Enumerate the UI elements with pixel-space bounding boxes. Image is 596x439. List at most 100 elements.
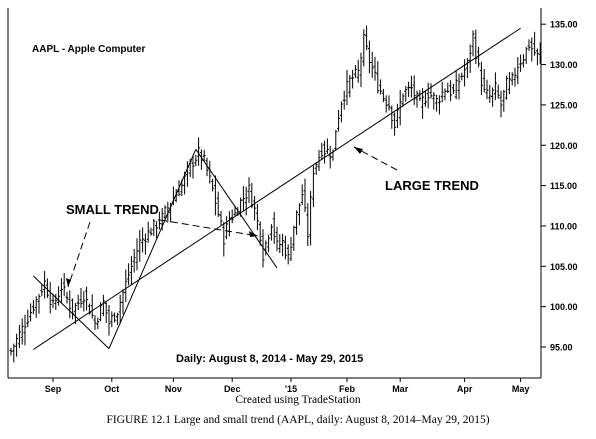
price-bar — [149, 227, 153, 236]
price-bar — [493, 72, 497, 101]
price-bar — [278, 234, 282, 254]
large-trend-line — [33, 27, 521, 350]
price-bar — [510, 72, 514, 86]
price-bar — [54, 294, 58, 310]
price-bar — [37, 293, 41, 314]
price-bar — [300, 184, 304, 206]
price-bar — [197, 137, 201, 166]
price-bar — [463, 59, 467, 87]
y-axis: 135.00 130.00 125.00 120.00 115.00 110.00 105.… — [541, 20, 578, 353]
price-bar — [437, 95, 441, 115]
x-tick-label: Mar — [392, 384, 409, 394]
x-tick-label: May — [512, 384, 530, 394]
price-bar — [359, 52, 363, 88]
price-bar — [412, 75, 416, 106]
price-bar — [250, 182, 254, 209]
large-trend-pointer — [353, 146, 398, 171]
price-bar — [516, 57, 520, 85]
price-bar — [79, 288, 83, 309]
price-bar — [202, 150, 206, 162]
price-bar — [222, 221, 226, 257]
price-bar — [255, 203, 259, 231]
price-bar — [446, 82, 450, 94]
x-tick-label: '15 — [285, 384, 297, 394]
price-bar — [320, 142, 324, 161]
price-bar — [34, 296, 38, 318]
price-bar — [82, 291, 86, 312]
price-bar — [68, 290, 72, 319]
price-bar — [499, 90, 503, 118]
small-trend-pointers — [67, 146, 398, 288]
price-bar — [57, 286, 61, 306]
price-bar — [135, 238, 139, 271]
price-bar — [93, 315, 97, 330]
price-bar — [311, 165, 315, 208]
price-bar — [258, 221, 262, 246]
y-tick-label: 125.00 — [550, 100, 578, 110]
price-bar — [115, 312, 119, 326]
price-bar — [208, 160, 212, 184]
price-bar — [485, 79, 489, 100]
price-bar — [395, 103, 399, 128]
price-bar — [90, 294, 94, 319]
price-bar — [62, 272, 66, 296]
price-bar — [401, 93, 405, 107]
price-bar — [272, 212, 276, 244]
price-bar — [267, 234, 271, 253]
price-bar — [216, 191, 220, 218]
price-bar — [390, 105, 394, 129]
price-bar — [110, 311, 114, 328]
price-bar — [127, 263, 131, 286]
price-bar — [513, 67, 517, 87]
small-trend-pointer-left — [67, 221, 91, 288]
price-bar — [373, 56, 377, 81]
price-bar — [325, 138, 329, 154]
price-bar — [367, 40, 371, 74]
price-bar — [491, 87, 495, 107]
price-bar — [353, 65, 357, 78]
price-bar — [451, 83, 455, 95]
price-bar — [48, 282, 52, 314]
price-bar — [157, 211, 161, 230]
price-bar — [29, 303, 33, 322]
price-bar — [407, 81, 411, 97]
price-bar — [45, 278, 49, 298]
price-bar — [241, 186, 245, 212]
price-bar — [381, 88, 385, 103]
price-bar — [23, 314, 27, 346]
price-bar — [530, 37, 534, 62]
price-bar — [339, 101, 343, 123]
price-bar — [479, 61, 483, 95]
price-bar — [40, 283, 44, 297]
price-bar — [227, 211, 231, 237]
y-tick-label: 95.00 — [550, 343, 573, 353]
price-bar — [211, 178, 215, 192]
price-bar — [155, 221, 159, 238]
price-bar — [440, 81, 444, 103]
figure-caption: FIGURE 12.1 Large and small trend (AAPL,… — [106, 414, 489, 426]
price-bar — [538, 42, 542, 64]
price-bar — [205, 157, 209, 177]
price-bar — [261, 229, 265, 268]
small-trend-line — [195, 149, 278, 269]
price-bar — [432, 92, 436, 110]
price-bar — [443, 88, 447, 101]
small-trend-line — [108, 149, 197, 349]
price-bar — [521, 54, 525, 68]
price-bar — [449, 80, 453, 102]
price-bar — [519, 54, 523, 72]
y-tick-label: 100.00 — [550, 302, 578, 312]
price-bar — [457, 73, 461, 100]
price-bar — [334, 129, 338, 151]
x-tick-label: Apr — [457, 384, 473, 394]
price-bar — [376, 61, 380, 94]
x-tick-label: Oct — [104, 384, 119, 394]
price-bar — [96, 317, 100, 330]
price-bar — [505, 75, 509, 100]
price-bar — [275, 226, 279, 252]
x-tick-label: Dec — [224, 384, 241, 394]
y-tick-label: 120.00 — [550, 141, 578, 151]
price-bar — [219, 210, 223, 226]
price-bar — [314, 162, 318, 175]
